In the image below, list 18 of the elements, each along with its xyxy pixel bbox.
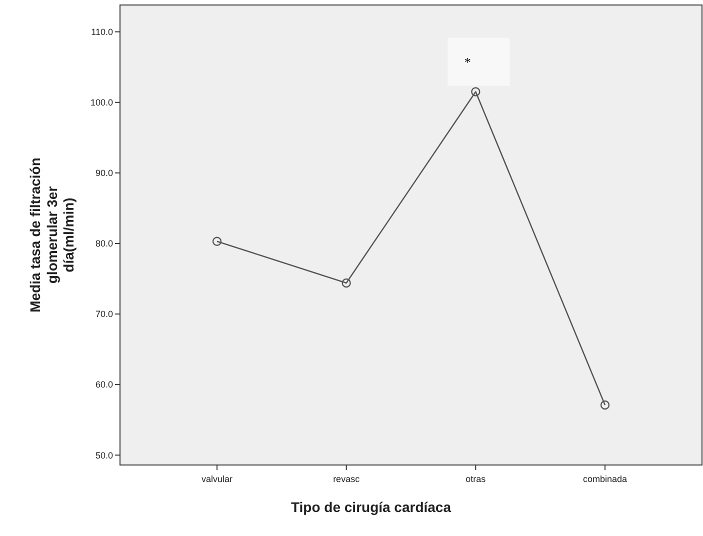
y-tick-label: 50.0	[95, 450, 113, 460]
point	[600, 400, 610, 410]
point	[342, 278, 351, 288]
x-tick-label: combinada	[582, 474, 628, 484]
point	[212, 236, 222, 246]
x-tick-label: otras	[466, 474, 486, 484]
y-tick-label: 90.0	[95, 168, 113, 178]
x-tick-label: revasc	[333, 474, 360, 484]
point	[471, 87, 480, 96]
y-axis-title: Media tasa de filtración glomerular 3er día(ml/min)	[27, 158, 77, 312]
y-tick-label: 80.0	[95, 238, 113, 249]
y-tick-label: 100.0	[90, 98, 113, 108]
y-tick-label: 70.0	[95, 309, 113, 320]
annotation: *	[464, 54, 471, 70]
y-tick-label: 60.0	[95, 380, 113, 390]
y-tick-label: 110.0	[91, 26, 113, 37]
x-tick-label: valvular	[201, 474, 233, 484]
x-axis-title: Tipo de cirugía cardíaca	[290, 499, 452, 515]
